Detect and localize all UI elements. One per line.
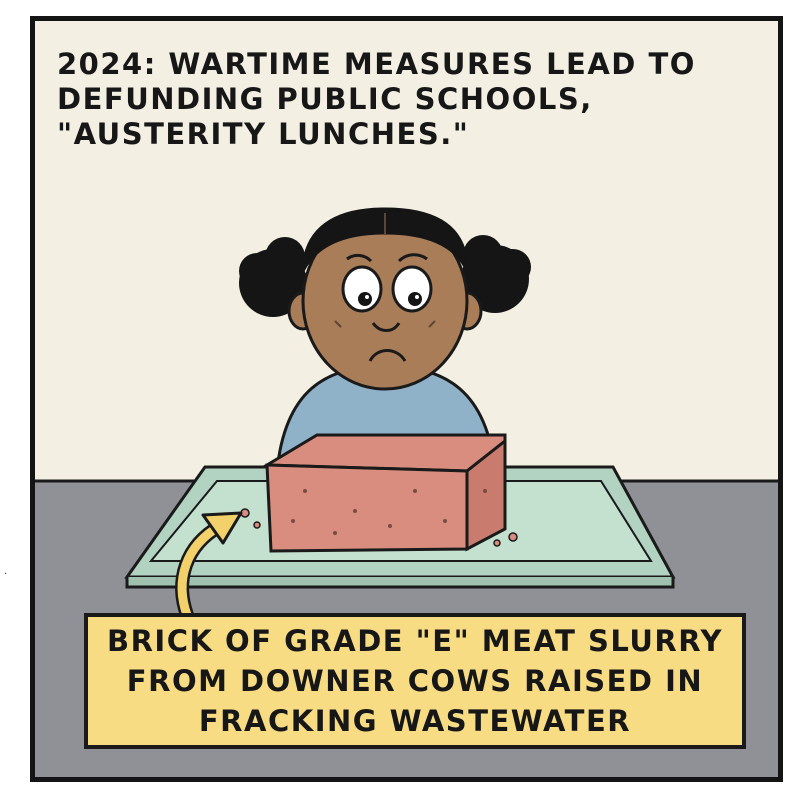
stray-mark: . <box>4 566 8 577</box>
curved-arrow-icon <box>175 511 243 622</box>
label-line-2: FROM DOWNER COWS RAISED IN <box>126 664 704 698</box>
caption-text: 2024: WARTIME MEASURES LEAD TO DEFUNDING… <box>57 47 696 151</box>
meat-brick <box>240 433 518 553</box>
label-box: BRICK OF GRADE "E" MEAT SLURRY FROM DOWN… <box>84 613 746 749</box>
label-line-1: BRICK OF GRADE "E" MEAT SLURRY <box>106 624 723 658</box>
label-line-3: FRACKING WASTEWATER <box>198 704 632 738</box>
hair-top <box>301 207 469 272</box>
meat-front <box>265 463 469 553</box>
label-text: BRICK OF GRADE "E" MEAT SLURRY FROM DOWN… <box>107 621 723 741</box>
meat-side <box>465 437 507 552</box>
mouth <box>368 349 407 362</box>
comic-panel: 2024: WARTIME MEASURES LEAD TO DEFUNDING… <box>30 16 783 782</box>
